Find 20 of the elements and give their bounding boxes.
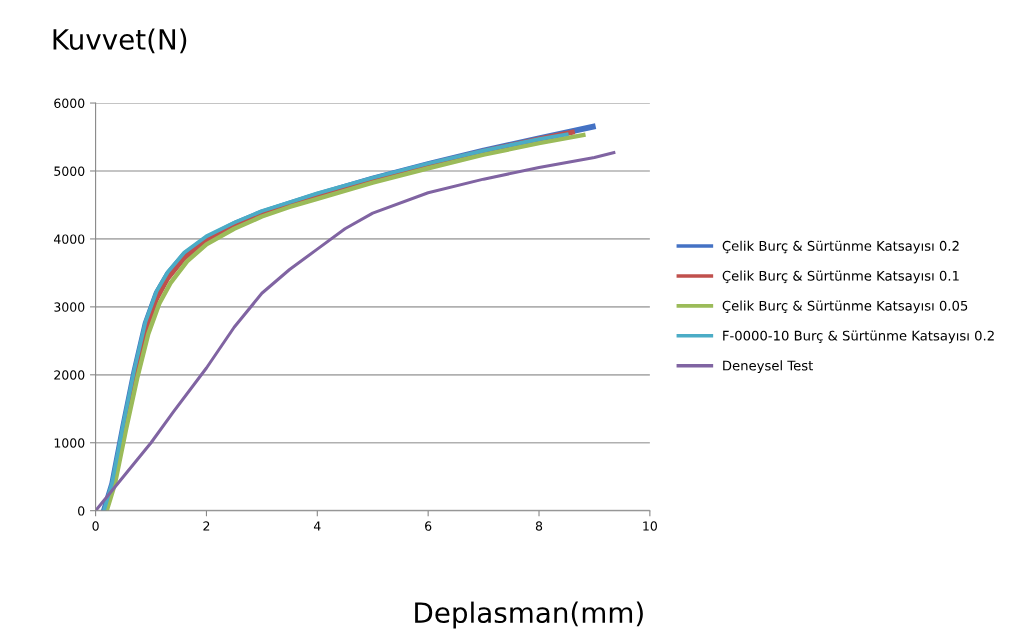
x-tick-label: 4 (313, 521, 321, 531)
y-tick-label: 5000 (54, 166, 85, 176)
y-tick-label: 0 (78, 506, 85, 516)
y-tick-label: 4000 (53, 234, 85, 244)
y-tick-label: 1000 (54, 438, 85, 448)
legend-label: Çelik Burç & Sürtünme Katsayısı 0.05 (722, 300, 968, 314)
x-axis-title: Deplasman(mm) (415, 601, 643, 629)
x-tick-label: 6 (425, 521, 432, 531)
x-tick-label: 10 (643, 521, 657, 531)
legend-label: F-0000-10 Burç & Sürtünme Katsayısı 0.2 (723, 330, 994, 344)
y-tick-label: 3000 (54, 302, 85, 312)
legend-label: Çelik Burç & Sürtünme Katsayısı 0.2 (722, 240, 959, 254)
legend-label: Deneysel Test (723, 360, 813, 374)
x-tick-label: 0 (92, 521, 99, 531)
x-tick-label: 8 (535, 521, 543, 531)
y-tick-label: 2000 (54, 370, 85, 380)
x-tick-label: 2 (203, 521, 210, 531)
y-axis-title: Kuvvet(N) (53, 28, 187, 54)
y-tick-label: 6000 (54, 98, 85, 108)
legend-label: Çelik Burç & Sürtünme Katsayısı 0.1 (722, 270, 959, 284)
